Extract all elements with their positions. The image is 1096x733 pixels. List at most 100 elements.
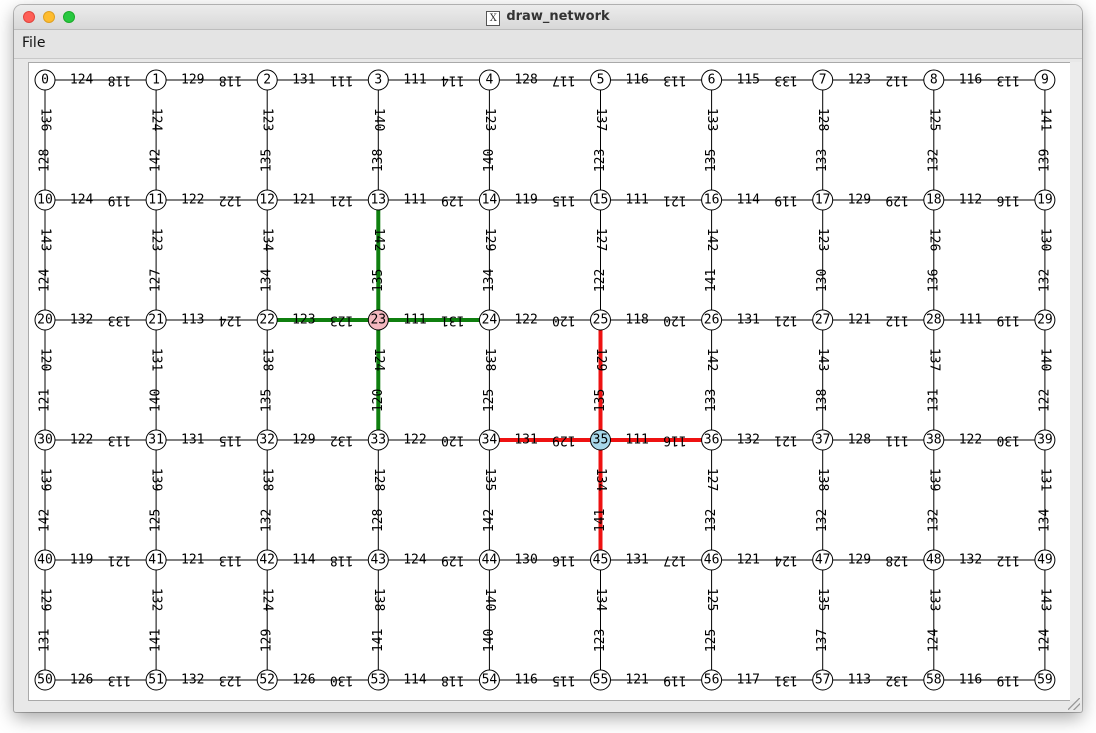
node-22[interactable] (256, 309, 278, 331)
node-4[interactable] (478, 69, 500, 91)
edge-weight-forward: 127 (704, 468, 719, 491)
edge-weight-forward: 130 (514, 553, 537, 568)
menu-file[interactable]: File (22, 35, 46, 51)
node-31[interactable] (145, 429, 167, 451)
node-12[interactable] (256, 189, 278, 211)
node-18[interactable] (923, 189, 945, 211)
node-44[interactable] (478, 549, 500, 571)
edge-weight-forward: 139 (926, 468, 941, 491)
edge-weight-reverse: 140 (482, 149, 497, 172)
edge-weight-forward: 136 (38, 108, 53, 131)
node-57[interactable] (812, 669, 834, 691)
node-6[interactable] (701, 69, 723, 91)
node-2[interactable] (256, 69, 278, 91)
node-17[interactable] (812, 189, 834, 211)
network-canvas[interactable]: 124 118 129 118 131 111 111 114 128 117 116 113 115 1… (28, 62, 1072, 701)
node-56[interactable] (701, 669, 723, 691)
node-25[interactable] (590, 309, 611, 331)
edge-weight-forward: 132 (737, 433, 760, 448)
edge-weight-forward: 138 (815, 468, 830, 491)
edge-weight-forward: 118 (625, 313, 648, 328)
node-46[interactable] (701, 549, 723, 571)
node-49[interactable] (1034, 549, 1056, 571)
node-label-2: 2 (263, 73, 271, 88)
node-5[interactable] (590, 69, 611, 91)
node-58[interactable] (923, 669, 945, 691)
node-label-48: 48 (926, 553, 942, 568)
node-52[interactable] (256, 669, 278, 691)
node-41[interactable] (145, 549, 167, 571)
node-28[interactable] (923, 309, 945, 331)
edge-weight-forward: 126 (70, 673, 93, 688)
node-39[interactable] (1034, 429, 1056, 451)
edge-weight-reverse: 133 (108, 313, 131, 328)
node-label-27: 27 (815, 313, 831, 328)
node-19[interactable] (1034, 189, 1056, 211)
node-7[interactable] (812, 69, 834, 91)
node-33[interactable] (367, 429, 389, 451)
node-40[interactable] (34, 549, 56, 571)
node-15[interactable] (590, 189, 611, 211)
edge-weight-reverse: 118 (219, 73, 242, 88)
node-50[interactable] (34, 669, 56, 691)
node-label-14: 14 (482, 193, 498, 208)
node-0[interactable] (34, 69, 56, 91)
node-1[interactable] (145, 69, 167, 91)
node-59[interactable] (1034, 669, 1056, 691)
node-14[interactable] (478, 189, 500, 211)
node-55[interactable] (590, 669, 611, 691)
node-45[interactable] (590, 549, 611, 571)
node-11[interactable] (145, 189, 167, 211)
node-32[interactable] (256, 429, 278, 451)
node-8[interactable] (923, 69, 945, 91)
maximize-window-button[interactable] (63, 11, 75, 23)
node-54[interactable] (478, 669, 500, 691)
node-53[interactable] (367, 669, 389, 691)
node-47[interactable] (812, 549, 834, 571)
node-42[interactable] (256, 549, 278, 571)
node-30[interactable] (34, 429, 56, 451)
edge-weight-forward: 113 (848, 673, 871, 688)
node-26[interactable] (701, 309, 723, 331)
node-38[interactable] (923, 429, 945, 451)
edge-weight-reverse: 114 (441, 73, 465, 88)
edge-weight-reverse: 124 (38, 268, 53, 292)
node-51[interactable] (145, 669, 167, 691)
node-21[interactable] (145, 309, 167, 331)
node-48[interactable] (923, 549, 945, 571)
edge-weight-reverse: 115 (552, 673, 575, 688)
edge-weight-forward: 121 (181, 553, 204, 568)
resize-grip-icon[interactable] (1068, 698, 1080, 710)
node-37[interactable] (812, 429, 834, 451)
edge-weight-reverse: 135 (260, 149, 275, 172)
node-label-45: 45 (593, 553, 609, 568)
node-23[interactable] (367, 309, 389, 331)
close-window-button[interactable] (23, 11, 35, 23)
node-label-20: 20 (37, 313, 53, 328)
node-20[interactable] (34, 309, 56, 331)
node-label-52: 52 (259, 673, 275, 688)
edge-weight-forward: 139 (38, 468, 53, 491)
node-10[interactable] (34, 189, 56, 211)
minimize-window-button[interactable] (43, 11, 55, 23)
edge-weight-reverse: 141 (704, 269, 719, 292)
node-13[interactable] (367, 189, 389, 211)
node-16[interactable] (701, 189, 723, 211)
edge-weight-forward: 112 (959, 193, 982, 208)
node-label-49: 49 (1037, 553, 1053, 568)
node-24[interactable] (478, 309, 500, 331)
node-43[interactable] (367, 549, 389, 571)
node-3[interactable] (367, 69, 389, 91)
edge-weight-reverse: 140 (482, 629, 497, 652)
node-29[interactable] (1034, 309, 1056, 331)
edge-weight-reverse: 112 (885, 73, 908, 88)
node-34[interactable] (478, 429, 500, 451)
node-36[interactable] (701, 429, 723, 451)
edge-weight-reverse: 119 (996, 673, 1019, 688)
edge-weight-reverse: 128 (38, 149, 53, 172)
edge-weight-forward: 128 (371, 468, 386, 491)
node-9[interactable] (1034, 69, 1056, 91)
node-27[interactable] (812, 309, 834, 331)
node-35[interactable] (590, 429, 611, 451)
